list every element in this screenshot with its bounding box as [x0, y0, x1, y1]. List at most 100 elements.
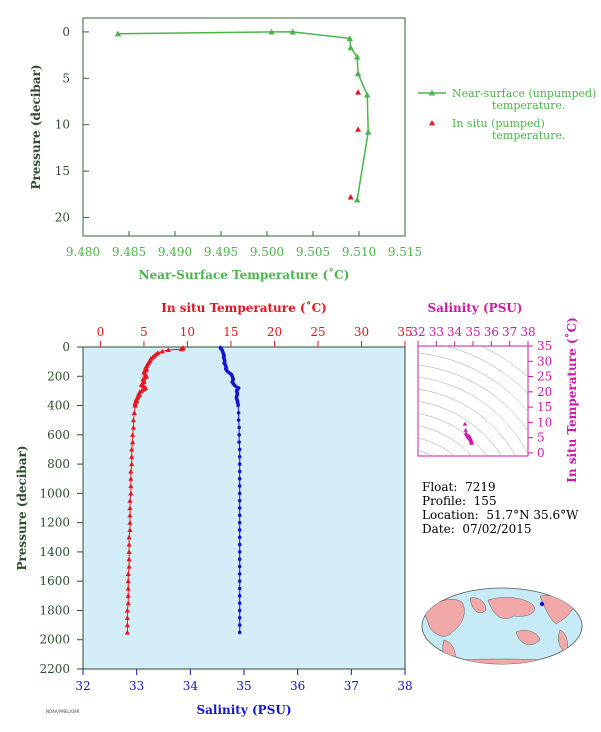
- temperature-profile-point: [132, 402, 138, 408]
- date-value: 07/02/2015: [462, 522, 532, 536]
- top-x-tick-label: 9.510: [342, 245, 376, 259]
- ts-y-axis-label: In situ Temperature (˚C): [564, 317, 579, 483]
- salinity-profile-point: [237, 520, 242, 525]
- near-surface-temperature-point: [268, 28, 275, 35]
- salinity-profile-point: [237, 630, 242, 635]
- top-y-tick-label: 5: [62, 71, 70, 85]
- salinity-profile-point: [237, 425, 241, 430]
- temperature-profile-point: [138, 382, 144, 388]
- temperature-profile-point: [125, 578, 131, 584]
- top-x-tick-label: 9.500: [250, 245, 284, 259]
- profile-y-tick-label: 800: [47, 457, 70, 471]
- legend-marker-in-situ: [429, 120, 435, 126]
- ts-y-tick-label: 20: [537, 385, 552, 399]
- temperature-profile-point: [128, 490, 134, 496]
- temperature-profile-point: [124, 622, 130, 628]
- legend-label-in-situ-cont: temperature.: [492, 129, 566, 142]
- top-x-tick-label: 9.515: [388, 245, 422, 259]
- temperature-profile-point: [126, 549, 132, 554]
- float-location-marker: [539, 601, 545, 607]
- ts-x-tick-label: 32: [410, 325, 425, 339]
- near-surface-temperature-point: [364, 91, 371, 98]
- temperature-tick-label: 20: [267, 325, 282, 339]
- float-label: Float:: [422, 480, 458, 494]
- near-surface-temperature-point: [353, 196, 361, 203]
- ts-point: [469, 440, 474, 445]
- top-x-tick-label: 9.490: [158, 245, 192, 259]
- ts-x-axis-label: Salinity (PSU): [427, 301, 522, 315]
- float-info: Float: 7219 Profile: 155 Location: 51.7°…: [422, 480, 578, 536]
- ts-y-tick-label: 0: [537, 446, 545, 460]
- temperature-tick-label: 10: [180, 325, 195, 339]
- salinity-profile-point: [237, 601, 242, 605]
- ts-x-tick-label: 36: [484, 325, 499, 339]
- profile-y-tick-label: 1600: [39, 574, 70, 588]
- top-x-tick-label: 9.495: [204, 245, 238, 259]
- salinity-profile-point: [237, 440, 241, 444]
- profile-y-tick-label: 0: [62, 340, 70, 354]
- salinity-profile-point: [237, 557, 242, 562]
- salinity-tick-label: 32: [75, 679, 90, 693]
- temperature-tick-label: 30: [354, 325, 369, 339]
- legend-marker-near-surface: [428, 89, 436, 96]
- temperature-profile-point: [127, 505, 133, 511]
- temperature-profile-point: [178, 346, 184, 352]
- temperature-profile-point: [129, 461, 135, 467]
- top-y-tick-label: 0: [62, 25, 70, 39]
- profile-value: 155: [473, 494, 497, 508]
- near-surface-temperature-point: [365, 128, 372, 135]
- temperature-tick-label: 15: [223, 325, 238, 339]
- salinity-profile-point: [237, 550, 242, 554]
- temperature-profile-point: [125, 600, 131, 606]
- ts-x-tick-label: 38: [520, 325, 535, 339]
- salinity-profile-point: [237, 491, 242, 496]
- profile-y-tick-label: 400: [47, 399, 70, 413]
- top-y-tick-label: 15: [55, 164, 70, 178]
- temperature-profile-point: [130, 439, 136, 445]
- legend-label-near-surface: Near-surface (unpumped): [452, 87, 596, 100]
- ts-plot-frame: [417, 345, 529, 457]
- salinity-axis-label: Salinity (PSU): [196, 703, 291, 717]
- salinity-profile-point: [237, 608, 242, 613]
- salinity-tick-label: 36: [290, 679, 305, 693]
- salinity-profile-point: [237, 564, 242, 569]
- salinity-profile-point: [237, 572, 242, 576]
- temperature-profile-point: [126, 563, 132, 569]
- top-x-tick-label: 9.505: [296, 245, 330, 259]
- footer-credit: NOAA/PMEL/OAR: [46, 709, 80, 714]
- profile-y-axis-label: Pressure (decibar): [15, 445, 29, 570]
- salinity-profile-point: [237, 594, 242, 598]
- salinity-profile-point: [237, 454, 242, 459]
- near-surface-temperature-point: [354, 70, 362, 77]
- salinity-profile-point: [237, 528, 242, 532]
- ts-x-tick-label: 34: [447, 325, 463, 339]
- top-y-tick-label: 10: [55, 118, 70, 132]
- in-situ-temperature-point: [355, 89, 362, 95]
- legend-label-in-situ: In situ (pumped): [452, 117, 545, 130]
- ts-y-tick-label: 25: [537, 370, 552, 384]
- profile-y-tick-label: 1200: [39, 516, 70, 530]
- top-plot-frame: [82, 17, 406, 237]
- near-surface-temperature-chart: 9.480 9.485 9.490 9.495 9.500 9.505 9.510 9.515…: [29, 17, 596, 282]
- temperature-profile-point: [129, 446, 135, 452]
- legend-label-near-surface-cont: temperature.: [492, 99, 566, 112]
- temperature-profile-point: [126, 534, 132, 540]
- profile-y-tick-label: 2200: [39, 662, 70, 676]
- salinity-profile-point: [234, 384, 238, 389]
- ts-x-tick-label: 37: [502, 325, 517, 339]
- ts-x-tick-label: 35: [465, 325, 480, 339]
- ts-y-tick-label: 10: [537, 415, 552, 429]
- profile-label: Profile:: [422, 494, 467, 508]
- salinity-profile-point: [237, 462, 242, 466]
- temperature-profile-point: [127, 498, 133, 503]
- near-surface-temperature-point: [289, 28, 296, 35]
- top-y-tick-label: 20: [55, 210, 70, 224]
- profile-y-tick-label: 200: [47, 369, 70, 383]
- near-surface-temperature-line: [117, 31, 369, 200]
- salinity-profile-point: [237, 469, 242, 474]
- date-label: Date:: [422, 522, 455, 536]
- salinity-profile-point: [237, 476, 242, 481]
- temperature-profile-point: [124, 607, 130, 613]
- near-surface-temperature-point: [346, 35, 353, 41]
- salinity-tick-label: 37: [344, 679, 359, 693]
